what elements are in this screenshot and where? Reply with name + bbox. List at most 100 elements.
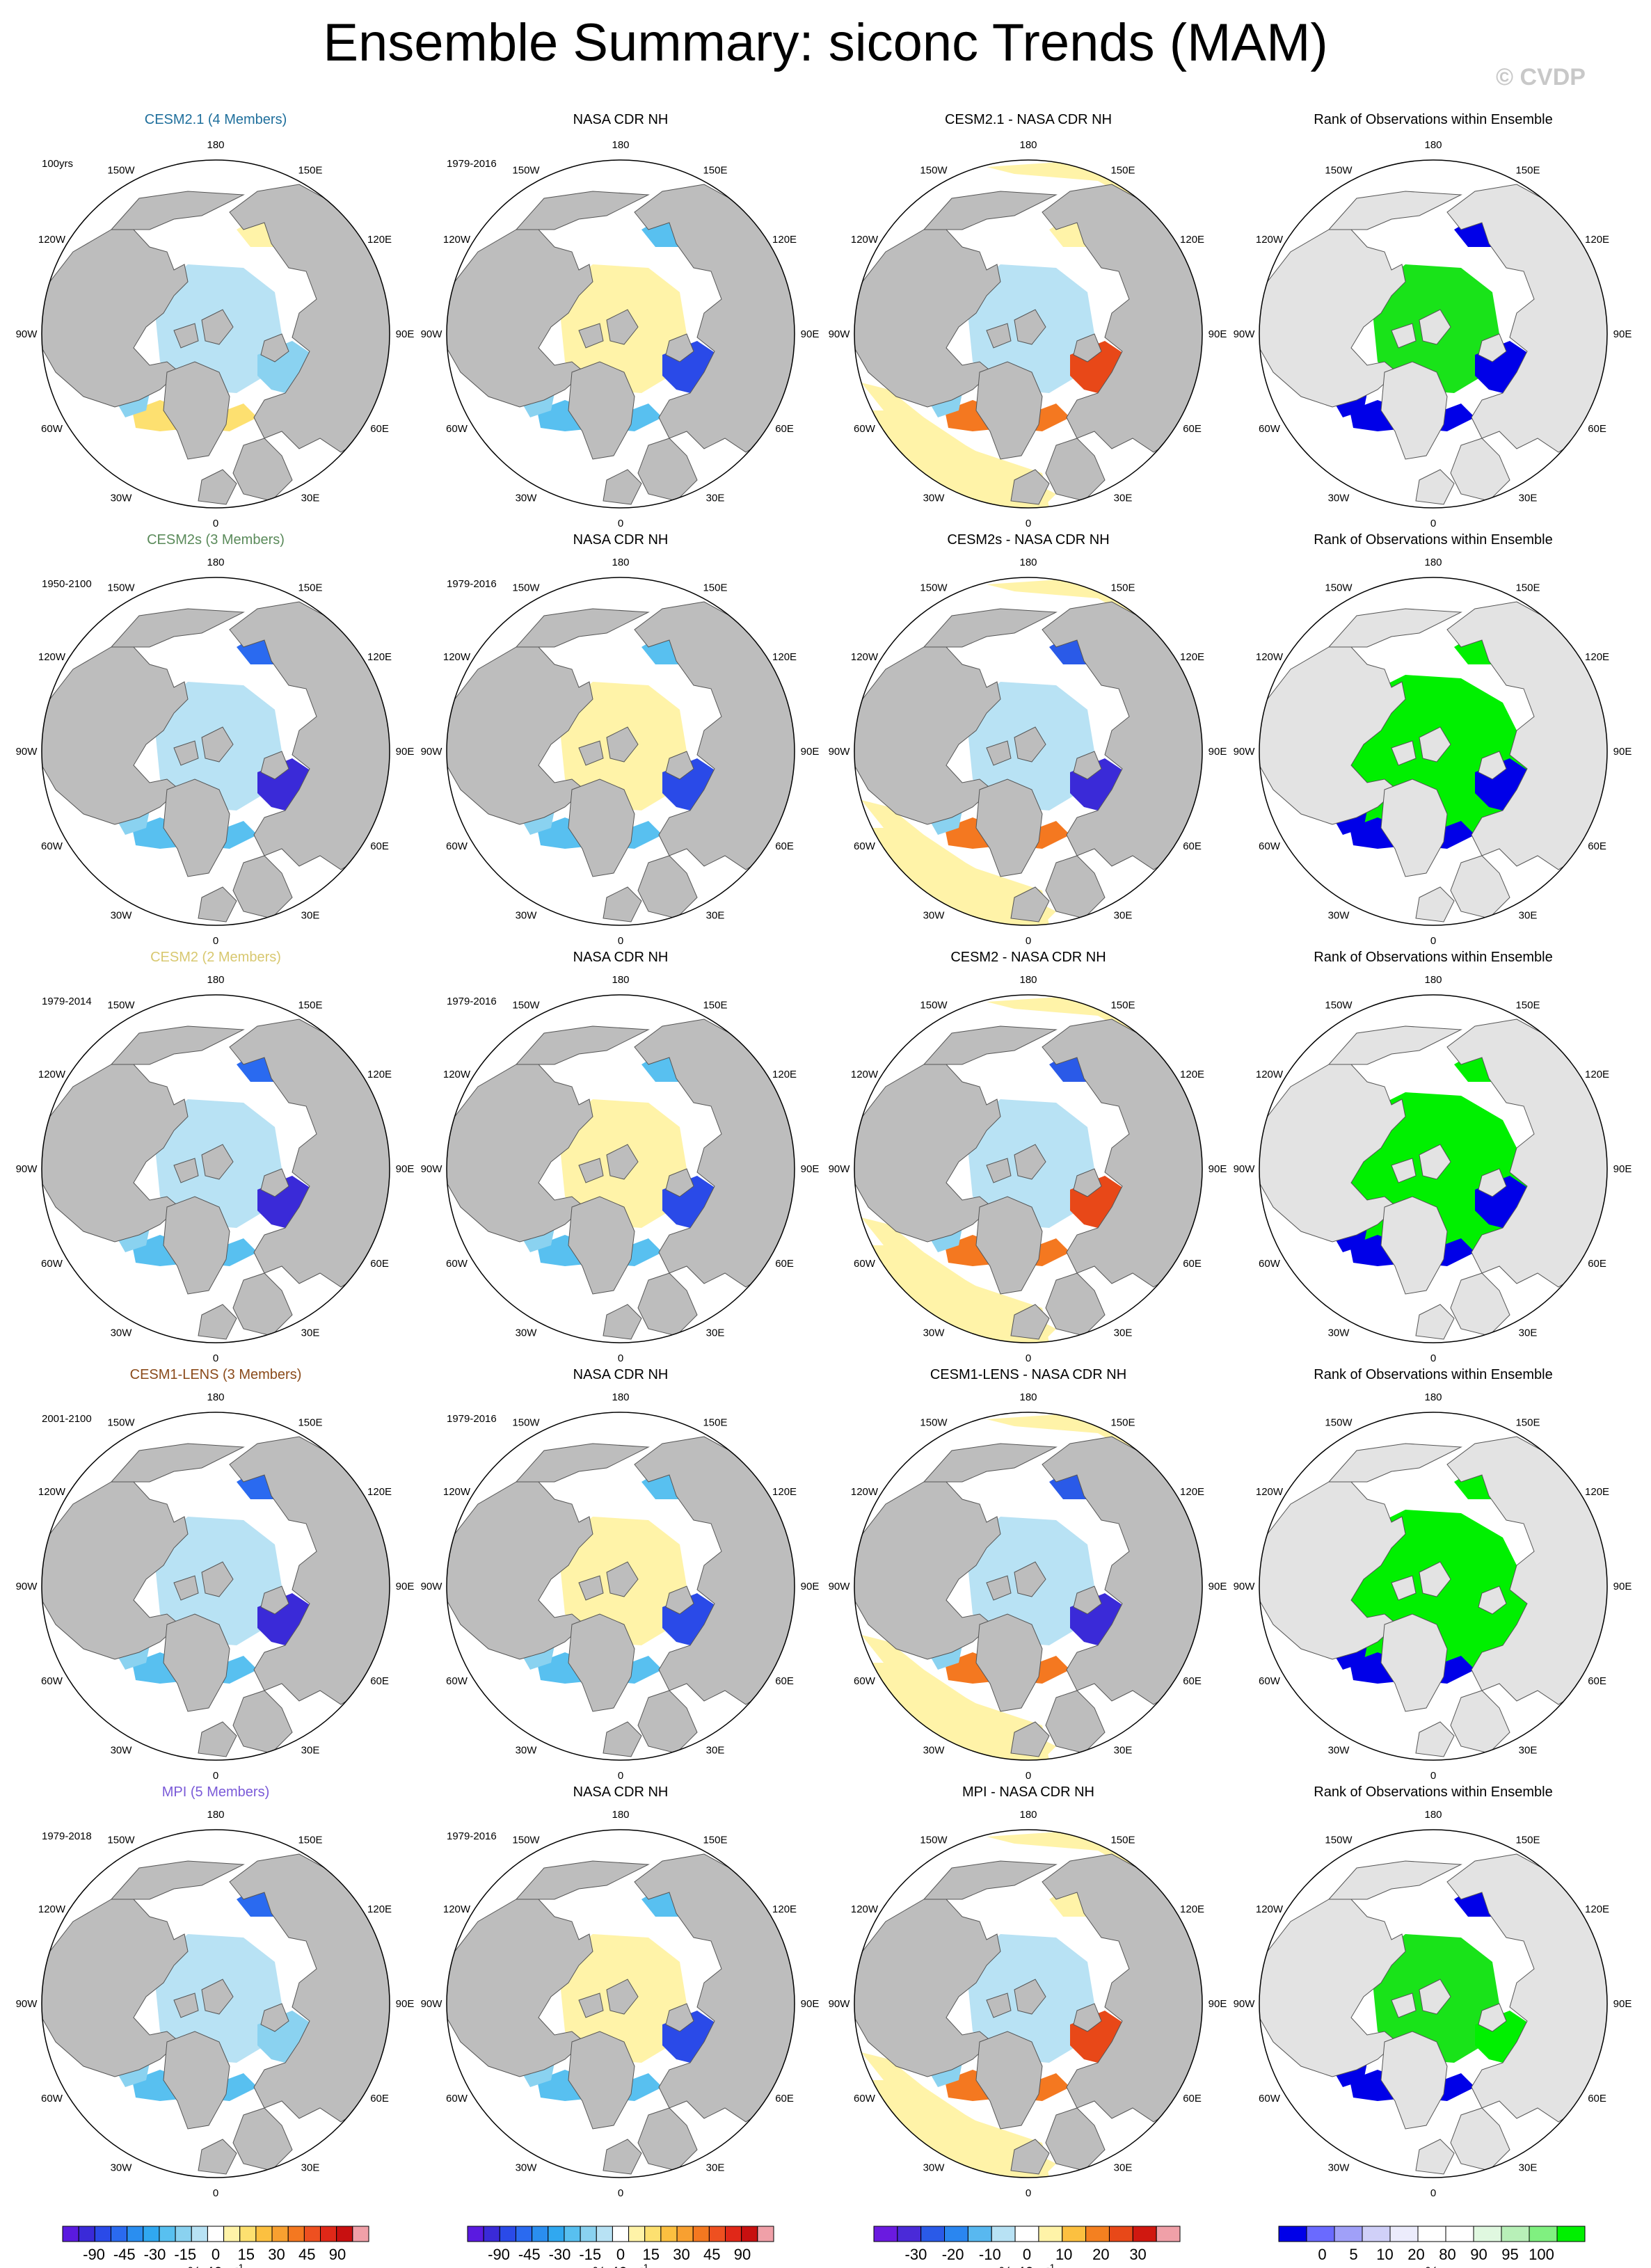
colorbar-tick-label: -15 xyxy=(174,2246,196,2263)
colorbar-swatch xyxy=(1108,2226,1133,2242)
longitude-label: 30W xyxy=(923,910,946,922)
longitude-label: 60E xyxy=(1588,1258,1606,1270)
longitude-label: 30E xyxy=(1114,1327,1133,1339)
colorbar-swatch xyxy=(725,2226,742,2242)
longitude-label: 60E xyxy=(370,1675,389,1687)
longitude-label: 150E xyxy=(1110,999,1135,1011)
longitude-label: 0 xyxy=(618,1352,623,1364)
longitude-label: 30W xyxy=(111,1327,133,1339)
map-panel-r3-c1: 180 150E 120E 90E 60E 30E 0 30W 60W 90W 120W 150W xyxy=(16,974,415,1364)
colorbar-swatch xyxy=(644,2226,662,2242)
longitude-label: 30E xyxy=(706,493,725,504)
longitude-label: 90W xyxy=(1234,746,1256,758)
longitude-label: 90W xyxy=(16,1581,38,1592)
longitude-label: 60W xyxy=(854,1258,876,1270)
longitude-label: 180 xyxy=(1019,1391,1037,1403)
longitude-label: 120E xyxy=(772,1486,797,1498)
colorbar-swatch xyxy=(78,2226,95,2242)
longitude-label: 90W xyxy=(1234,1163,1256,1175)
obs-panel-title: NASA CDR NH xyxy=(573,1367,669,1382)
longitude-label: 120E xyxy=(367,1486,392,1498)
longitude-label: 60W xyxy=(41,840,63,852)
model-period-label: 100yrs xyxy=(42,158,73,170)
colorbar-unit-label: % 40yr-1 xyxy=(593,2262,649,2268)
longitude-label: 60W xyxy=(41,1675,63,1687)
longitude-label: 90E xyxy=(1209,746,1227,758)
colorbar-swatch xyxy=(1417,2226,1446,2242)
colorbar-tick-label: 100 xyxy=(1529,2246,1554,2263)
longitude-label: 30E xyxy=(1114,493,1133,504)
longitude-label: 60E xyxy=(1183,1258,1202,1270)
model-period-label: 1950-2100 xyxy=(42,578,92,590)
colorbar-swatch xyxy=(207,2226,225,2242)
longitude-label: 60E xyxy=(1183,423,1202,435)
obs-period-label: 1979-2016 xyxy=(447,1830,497,1842)
longitude-label: 30W xyxy=(923,1745,946,1757)
longitude-label: 0 xyxy=(1026,2187,1031,2199)
colorbar-tick-label: -90 xyxy=(488,2246,510,2263)
longitude-label: 120E xyxy=(1585,1903,1609,1915)
longitude-label: 120W xyxy=(1256,1903,1284,1915)
colorbar-swatch xyxy=(1085,2226,1110,2242)
longitude-label: 150W xyxy=(512,582,540,593)
colorbar-tick-label: -30 xyxy=(549,2246,571,2263)
longitude-label: 150E xyxy=(298,582,322,593)
longitude-label: 120E xyxy=(1180,234,1204,246)
colorbar-tick-label: 95 xyxy=(1501,2246,1518,2263)
longitude-label: 60E xyxy=(1588,2093,1606,2105)
longitude-label: 60E xyxy=(370,423,389,435)
map-panel-r4-c2: 180 150E 120E 90E 60E 30E 0 30W 60W 90W 120W 150W xyxy=(421,1391,820,1782)
longitude-label: 120W xyxy=(851,234,879,246)
longitude-label: 90W xyxy=(829,1163,851,1175)
longitude-label: 150E xyxy=(1515,1834,1540,1846)
longitude-label: 90E xyxy=(396,328,415,340)
longitude-label: 30W xyxy=(923,493,946,504)
longitude-label: 120W xyxy=(443,1903,471,1915)
colorbar-tick-label: 0 xyxy=(616,2246,625,2263)
colorbar-tick-label: 15 xyxy=(238,2246,255,2263)
longitude-label: 0 xyxy=(618,935,623,947)
colorbar-swatch xyxy=(110,2226,128,2242)
longitude-label: 30E xyxy=(301,910,320,922)
longitude-label: 60E xyxy=(1183,2093,1202,2105)
map-panel-r1-c4: 180 150E 120E 90E 60E 30E 0 30W 60W 90W 120W 150W xyxy=(1234,139,1632,529)
map-panel-r4-c1: 180 150E 120E 90E 60E 30E 0 30W 60W 90W 120W 150W xyxy=(16,1391,415,1782)
longitude-label: 0 xyxy=(1430,935,1436,947)
map-panel-r5-c3: 180 150E 120E 90E 60E 30E 0 30W 60W 90W 120W 150W xyxy=(829,1809,1227,2199)
longitude-label: 150E xyxy=(703,1834,727,1846)
longitude-label: 90W xyxy=(829,1998,851,2010)
longitude-label: 120E xyxy=(1180,651,1204,663)
longitude-label: 120E xyxy=(1180,1903,1204,1915)
longitude-label: 90W xyxy=(829,746,851,758)
colorbar-tick-label: 15 xyxy=(643,2246,660,2263)
longitude-label: 60W xyxy=(446,2093,468,2105)
longitude-label: 30W xyxy=(923,1327,946,1339)
colorbar-swatch xyxy=(920,2226,946,2242)
longitude-label: 150W xyxy=(1325,1416,1353,1428)
colorbar-swatch xyxy=(255,2226,273,2242)
longitude-label: 90E xyxy=(1209,1581,1227,1592)
map-panel-r3-c3: 180 150E 120E 90E 60E 30E 0 30W 60W 90W 120W 150W xyxy=(829,974,1227,1364)
colorbar-swatch xyxy=(223,2226,241,2242)
longitude-label: 30E xyxy=(706,910,725,922)
colorbar-swatch xyxy=(483,2226,500,2242)
longitude-label: 180 xyxy=(207,1391,224,1403)
longitude-label: 60E xyxy=(370,1258,389,1270)
obs-panel-title: NASA CDR NH xyxy=(573,532,669,548)
colorbar-tick-label: 5 xyxy=(1349,2246,1357,2263)
longitude-label: 150W xyxy=(920,582,948,593)
colorbar-4: 0 5 10 20 80 90 95 100% xyxy=(1278,2226,1586,2268)
longitude-label: 120E xyxy=(367,234,392,246)
longitude-label: 180 xyxy=(207,974,224,986)
longitude-label: 90W xyxy=(421,328,443,340)
longitude-label: 0 xyxy=(1026,518,1031,529)
diff-panel-title: MPI - NASA CDR NH xyxy=(962,1784,1094,1800)
diff-panel-title: CESM2 - NASA CDR NH xyxy=(950,950,1106,965)
model-panel-title: CESM2.1 (4 Members) xyxy=(145,112,287,127)
longitude-label: 0 xyxy=(213,518,218,529)
diff-panel-title: CESM1-LENS - NASA CDR NH xyxy=(930,1367,1126,1382)
longitude-label: 90W xyxy=(1234,1998,1256,2010)
colorbar-swatch xyxy=(336,2226,353,2242)
longitude-label: 150W xyxy=(1325,164,1353,176)
colorbar-tick-label: 0 xyxy=(212,2246,220,2263)
